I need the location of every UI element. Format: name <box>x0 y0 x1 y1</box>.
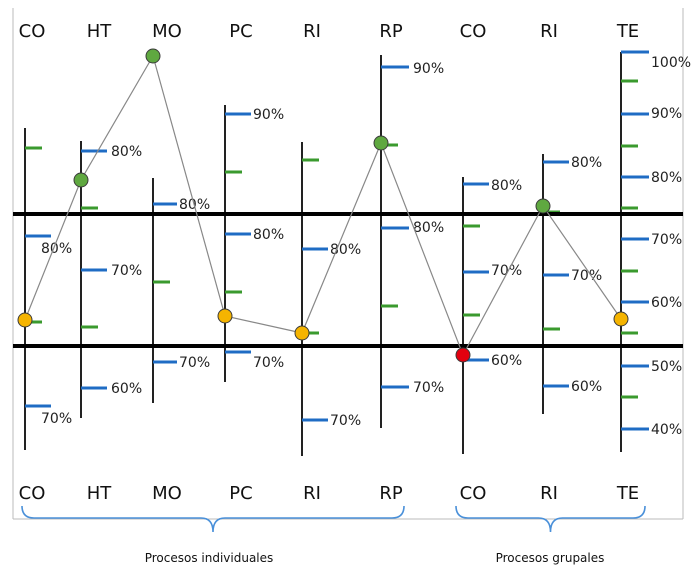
tick-label: 60% <box>111 381 142 397</box>
bottom-header: TE <box>616 483 639 504</box>
tick-label: 40% <box>651 422 682 438</box>
axis-7: 80% 70% 60% <box>462 177 522 454</box>
brace-individual <box>21 505 405 533</box>
profile-point-3 <box>145 48 161 64</box>
axis-3: 80%70% <box>152 178 210 403</box>
tick-label: 80% <box>413 220 444 236</box>
tick-label: 90% <box>413 61 444 77</box>
tick-label: 70% <box>253 355 284 371</box>
tick-label: 70% <box>491 263 522 279</box>
bottom-header: RI <box>303 483 321 504</box>
profile-point-4 <box>217 308 233 324</box>
tick-label: 70% <box>330 413 361 429</box>
reference-band-layer <box>13 212 683 348</box>
tick-label: 60% <box>651 295 682 311</box>
tick-label: 70% <box>41 411 72 427</box>
tick-label: 70% <box>111 263 142 279</box>
profile-point-5 <box>294 325 310 341</box>
top-header: RI <box>540 21 558 42</box>
bottom-header: PC <box>229 483 252 504</box>
axis-6: 90% 80% 70% <box>380 55 444 428</box>
tick-label: 90% <box>253 107 284 123</box>
tick-label: 80% <box>491 178 522 194</box>
bottom-header: MO <box>152 483 182 504</box>
axis-5: 80%70% <box>301 142 361 456</box>
profile-point-9 <box>613 311 629 327</box>
profile-point-7 <box>455 347 471 363</box>
axis-2: 80% 70% 60% <box>80 141 142 418</box>
tick-label: 80% <box>111 144 142 160</box>
tick-label: 80% <box>41 241 72 257</box>
points-layer <box>17 48 629 363</box>
axes-layer: 80%70%80%70%60%80%70%90%80%70%80%70%90%8… <box>24 50 691 456</box>
tick-label: 80% <box>651 170 682 186</box>
profile-point-2 <box>73 172 89 188</box>
profile-point-1 <box>17 312 33 328</box>
profile-line <box>24 54 622 357</box>
headers-layer: CO HT MO PC RI RP CO RI TE CO HT MO PC RI RP CO RI TE <box>19 21 640 504</box>
tick-label: 60% <box>491 353 522 369</box>
top-header: CO <box>19 21 46 42</box>
group-label-individual: Procesos individuales <box>145 551 274 565</box>
tick-label: 60% <box>571 379 602 395</box>
group-label-group: Procesos grupales <box>496 551 605 565</box>
brace-group <box>455 505 646 533</box>
axis-9: 100% 90% 80% 70% 60% 50% 40% <box>620 50 691 452</box>
bottom-header: CO <box>460 483 487 504</box>
tick-label: 70% <box>651 232 682 248</box>
tick-label: 90% <box>651 106 682 122</box>
top-header: PC <box>229 21 252 42</box>
group-braces-layer: Procesos individuales Procesos grupales <box>21 505 646 565</box>
top-header: HT <box>87 21 113 42</box>
tick-label: 70% <box>571 268 602 284</box>
tick-label: 70% <box>179 355 210 371</box>
tick-label: 80% <box>253 227 284 243</box>
tick-label: 80% <box>571 155 602 171</box>
top-header: TE <box>616 21 639 42</box>
axis-4: 90% 80% 70% <box>224 105 284 382</box>
profile-point-8 <box>535 198 551 214</box>
top-header: MO <box>152 21 182 42</box>
profile-point-6 <box>373 135 389 151</box>
profile-layer <box>24 54 622 357</box>
tick-label: 50% <box>651 359 682 375</box>
bottom-header: RP <box>379 483 403 504</box>
axis-1: 80% 70% <box>24 128 72 450</box>
bottom-header: RI <box>540 483 558 504</box>
axis-8: 80% 70% 60% <box>542 154 602 414</box>
top-header: RI <box>303 21 321 42</box>
top-header: RP <box>379 21 403 42</box>
tick-label: 70% <box>413 380 444 396</box>
chart-frame <box>12 8 684 520</box>
top-header: CO <box>460 21 487 42</box>
bottom-header: CO <box>19 483 46 504</box>
bottom-header: HT <box>87 483 113 504</box>
tick-label: 100% <box>651 55 691 71</box>
